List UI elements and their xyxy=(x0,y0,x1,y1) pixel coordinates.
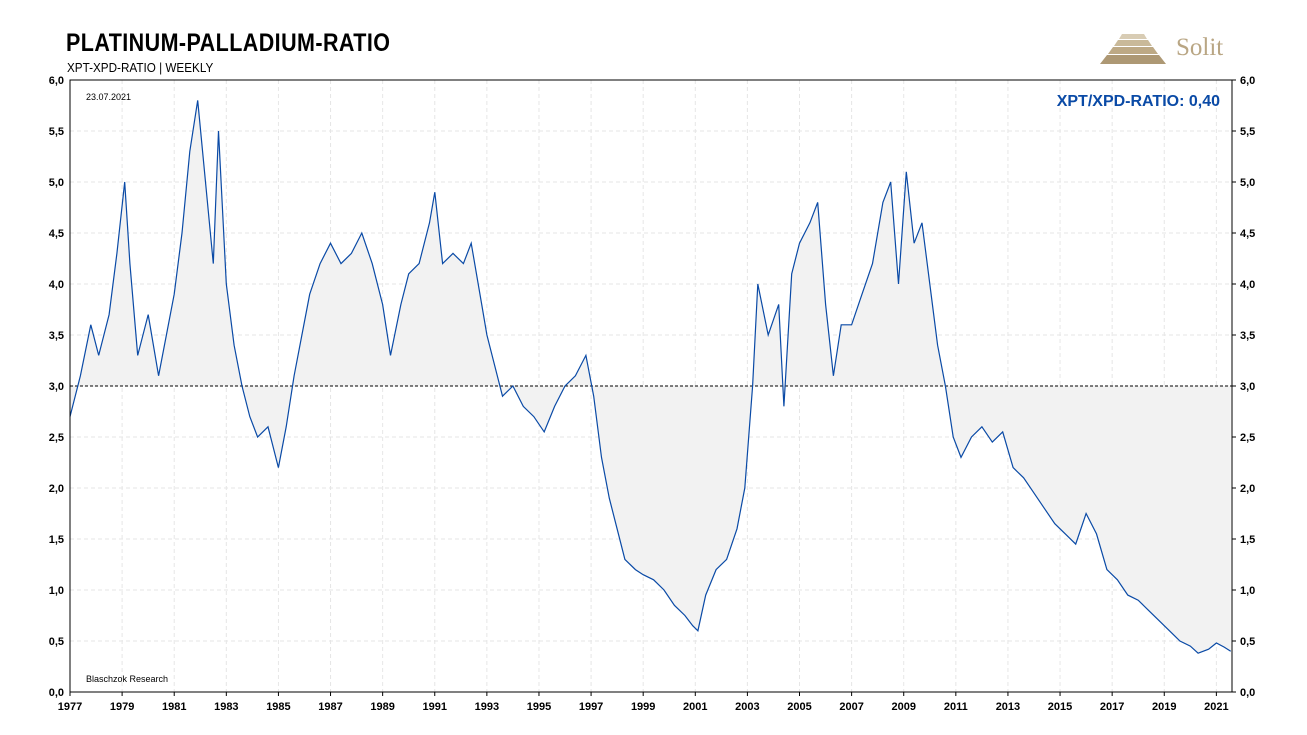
y-tick-label-right: 1,0 xyxy=(1240,585,1255,597)
x-tick-label: 1983 xyxy=(214,701,238,713)
series-fill-area xyxy=(70,100,1231,654)
x-tick-label: 1999 xyxy=(631,701,655,713)
y-tick-label-left: 5,0 xyxy=(49,177,64,189)
x-tick-label: 2009 xyxy=(891,701,915,713)
y-tick-label-left: 2,0 xyxy=(49,483,64,495)
source-label: Blaschzok Research xyxy=(86,674,168,684)
date-label: 23.07.2021 xyxy=(86,92,131,102)
x-tick-label: 1991 xyxy=(423,701,447,713)
y-tick-label-right: 0,0 xyxy=(1240,687,1255,699)
y-tick-label-right: 1,5 xyxy=(1240,534,1255,546)
ratio-readout: XPT/XPD-RATIO: 0,40 xyxy=(1057,93,1220,110)
x-tick-label: 1977 xyxy=(58,701,82,713)
x-tick-label: 1993 xyxy=(475,701,499,713)
y-tick-label-right: 2,0 xyxy=(1240,483,1255,495)
x-tick-label: 2013 xyxy=(996,701,1020,713)
x-tick-label: 1989 xyxy=(370,701,394,713)
y-tick-label-left: 1,5 xyxy=(49,534,64,546)
x-tick-label: 1985 xyxy=(266,701,290,713)
series-line xyxy=(69,100,1232,654)
y-tick-label-left: 5,5 xyxy=(49,126,64,138)
y-tick-label-left: 4,5 xyxy=(49,228,64,240)
stepped-pyramid-icon xyxy=(1100,34,1166,64)
y-tick-label-left: 2,5 xyxy=(49,432,64,444)
y-tick-label-left: 0,5 xyxy=(49,636,64,648)
y-tick-label-right: 3,5 xyxy=(1240,330,1255,342)
x-tick-label: 2011 xyxy=(944,701,968,713)
x-tick-label: 1979 xyxy=(110,701,134,713)
y-tick-label-left: 1,0 xyxy=(49,585,64,597)
y-axis-left: 0,0 0,5 1,0 1,5 2,0 2,5 3,0 3,5 4,0 4,5 5,0 5,5 6,0 xyxy=(49,75,64,699)
y-tick-label-left: 3,0 xyxy=(49,381,64,393)
x-tick-label: 2007 xyxy=(839,701,863,713)
y-tick-label-left: 0,0 xyxy=(49,687,64,699)
x-tick-label: 2015 xyxy=(1048,701,1072,713)
x-tick-label: 2001 xyxy=(683,701,707,713)
y-tick-label-right: 0,5 xyxy=(1240,636,1255,648)
y-tick-label-right: 4,0 xyxy=(1240,279,1255,291)
x-axis: 1977 1979 1981 1983 1985 1987 1989 1991 1993 1995… xyxy=(58,692,1229,713)
chart-title: PLATINUM-PALLADIUM-RATIO xyxy=(66,29,391,57)
x-tick-label: 1987 xyxy=(318,701,342,713)
x-tick-label: 1995 xyxy=(527,701,551,713)
x-tick-label: 2021 xyxy=(1204,701,1228,713)
y-tick-label-right: 5,5 xyxy=(1240,126,1255,138)
y-tick-label-left: 3,5 xyxy=(49,330,64,342)
chart-subtitle: XPT-XPD-RATIO | WEEKLY xyxy=(67,60,214,75)
x-tick-label: 2017 xyxy=(1100,701,1124,713)
y-tick-label-right: 4,5 xyxy=(1240,228,1255,240)
y-tick-label-right: 5,0 xyxy=(1240,177,1255,189)
x-tick-label: 2019 xyxy=(1152,701,1176,713)
y-tick-label-right: 3,0 xyxy=(1240,381,1255,393)
y-tick-label-right: 2,5 xyxy=(1240,432,1255,444)
y-tick-label-left: 6,0 xyxy=(49,75,64,87)
solit-logo: Solit xyxy=(1098,28,1248,72)
y-axis-right: 0,0 0,5 1,0 1,5 2,0 2,5 3,0 3,5 4,0 4,5 5,0 5,5 6,0 xyxy=(1232,75,1255,699)
x-tick-label: 2003 xyxy=(735,701,759,713)
y-tick-label-right: 6,0 xyxy=(1240,75,1255,87)
x-tick-label: 1981 xyxy=(162,701,186,713)
x-tick-label: 2005 xyxy=(787,701,811,713)
x-tick-label: 1997 xyxy=(579,701,603,713)
logo-text: Solit xyxy=(1176,34,1224,61)
y-tick-label-left: 4,0 xyxy=(49,279,64,291)
